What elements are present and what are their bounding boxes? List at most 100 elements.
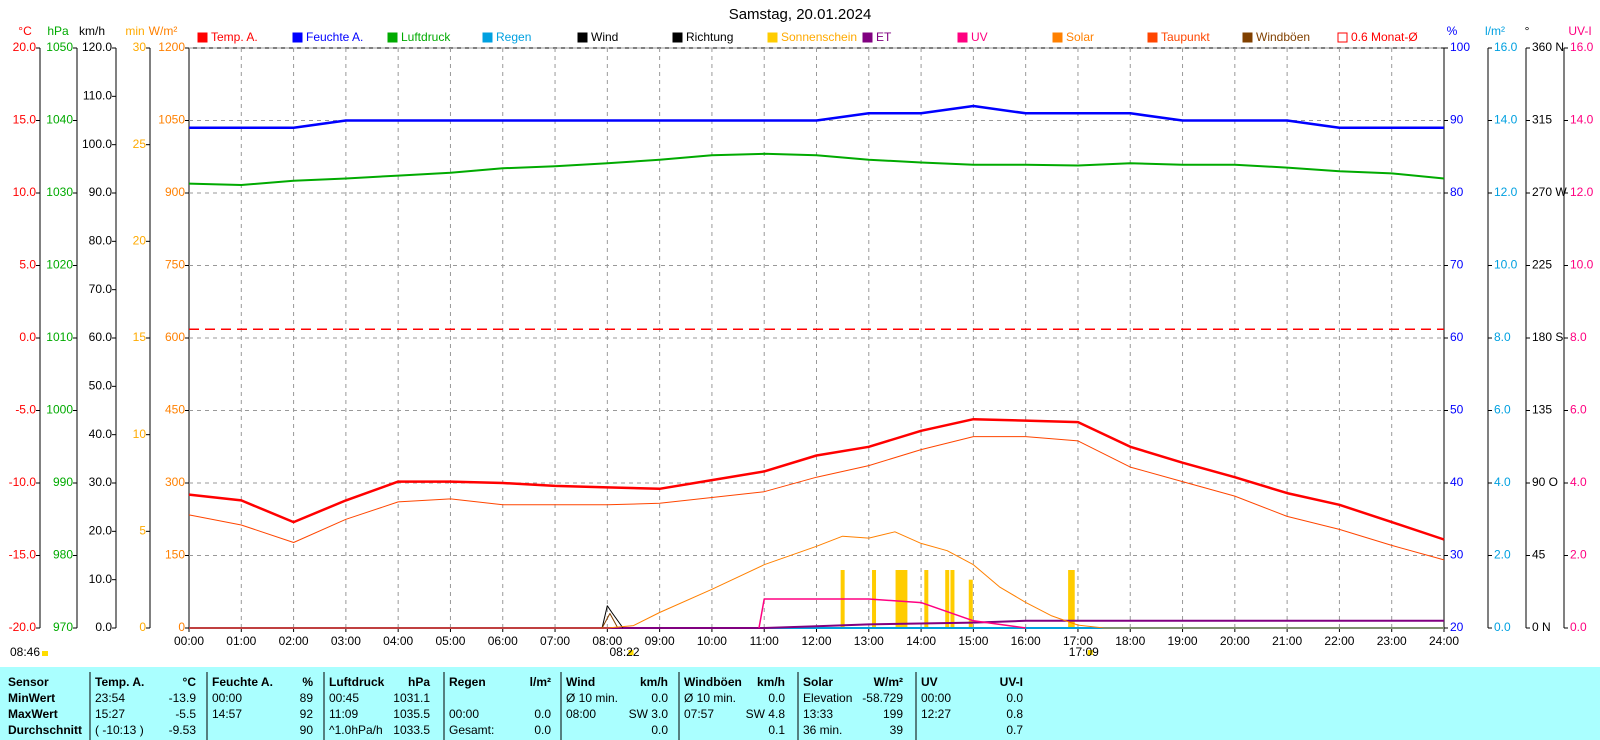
y-tick-label: 10 <box>133 427 147 441</box>
y-tick-label: 10.0 <box>13 185 37 199</box>
y-tick-label: 1040 <box>46 113 73 127</box>
y-tick-label: -20.0 <box>9 620 37 634</box>
table-cell: Sensor <box>8 675 49 689</box>
axis-unit: min <box>125 24 144 38</box>
legend-marker <box>1052 32 1063 43</box>
table-cell: 0.7 <box>1006 723 1023 737</box>
axis-unit: ° <box>1525 24 1530 38</box>
y-tick-label: 1050 <box>158 113 185 127</box>
table-cell: 0.0 <box>651 691 668 705</box>
y-tick-label: -5.0 <box>15 403 36 417</box>
table-cell: Regen <box>449 675 486 689</box>
y-tick-label: 15 <box>133 330 147 344</box>
x-tick-label: 05:00 <box>435 634 465 648</box>
y-tick-label: 50.0 <box>89 379 113 393</box>
table-cell: 1035.5 <box>393 707 430 721</box>
table-cell: ( -10:13 ) <box>95 723 144 737</box>
table-cell: 0.0 <box>534 707 551 721</box>
series-line <box>188 436 1445 561</box>
legend-label: Taupunkt <box>1161 30 1210 44</box>
y-tick-label: 1000 <box>46 403 73 417</box>
updated-time: 08:46 <box>10 645 40 659</box>
y-tick-label: 25 <box>133 137 147 151</box>
table-cell: 0.0 <box>768 691 785 705</box>
axis-unit: W/m² <box>149 24 178 38</box>
y-tick-label: 135 <box>1532 403 1552 417</box>
table-cell: °C <box>183 675 197 689</box>
y-tick-label: 0.0 <box>1570 620 1587 634</box>
table-cell: 14:57 <box>212 707 242 721</box>
table-cell: 90 <box>300 723 314 737</box>
axis-unit: °C <box>18 24 32 38</box>
y-tick-label: 980 <box>53 548 73 562</box>
legend-marker <box>387 32 398 43</box>
axis-unit: UV-I <box>1568 24 1591 38</box>
y-tick-label: 0.0 <box>19 330 36 344</box>
y-tick-label: 0 <box>139 620 146 634</box>
bar <box>950 570 955 628</box>
y-tick-label: 100.0 <box>82 137 112 151</box>
legend-label: Richtung <box>686 30 733 44</box>
legend-marker <box>862 32 873 43</box>
y-tick-label: -10.0 <box>9 475 37 489</box>
table-cell: Windböen <box>684 675 742 689</box>
x-tick-label: 15:00 <box>958 634 988 648</box>
x-tick-label: 16:00 <box>1011 634 1041 648</box>
y-tick-label: 40.0 <box>89 427 113 441</box>
y-tick-label: 300 <box>165 475 185 489</box>
table-cell: 00:00 <box>449 707 479 721</box>
y-tick-label: 750 <box>165 258 185 272</box>
table-cell: -9.53 <box>169 723 197 737</box>
legend-label: UV <box>971 30 988 44</box>
legend-label: Wind <box>591 30 618 44</box>
table-cell: 36 min. <box>803 723 842 737</box>
y-tick-label: 20 <box>133 234 147 248</box>
table-cell: 199 <box>883 707 903 721</box>
y-tick-label: 150 <box>165 548 185 562</box>
y-tick-label: 90.0 <box>89 185 113 199</box>
y-tick-label: 100 <box>1450 40 1470 54</box>
y-tick-label: 120.0 <box>82 40 112 54</box>
table-cell: 0.8 <box>1006 707 1023 721</box>
legend-marker <box>1337 32 1348 43</box>
series-line <box>189 531 1444 629</box>
bar <box>945 570 950 628</box>
y-tick-label: 1200 <box>158 40 185 54</box>
series-line <box>189 619 1444 629</box>
bar <box>1068 570 1073 628</box>
table-cell: l/m² <box>530 675 551 689</box>
legend-marker <box>482 32 493 43</box>
x-tick-label: 17:00 <box>1063 634 1093 648</box>
legend-marker <box>767 32 778 43</box>
bar <box>900 570 905 628</box>
table-cell: 11:09 <box>329 707 358 721</box>
legend-label: Temp. A. <box>211 30 258 44</box>
x-tick-label: 22:00 <box>1324 634 1354 648</box>
y-tick-label: 180 S <box>1532 330 1563 344</box>
table-background <box>0 667 1600 740</box>
y-tick-label: 80 <box>1450 185 1464 199</box>
series-line <box>188 417 1445 541</box>
y-tick-label: 600 <box>165 330 185 344</box>
legend-marker <box>197 32 208 43</box>
table-cell: SW 4.8 <box>746 707 786 721</box>
y-tick-label: -15.0 <box>9 548 37 562</box>
y-tick-label: 14.0 <box>1494 113 1518 127</box>
x-tick-label: 00:00 <box>174 634 204 648</box>
y-tick-label: 450 <box>165 403 185 417</box>
x-tick-label: 07:00 <box>540 634 570 648</box>
table-cell: Feuchte A. <box>212 675 273 689</box>
chart-title: Samstag, 20.01.2024 <box>729 6 872 23</box>
x-tick-label: 13:00 <box>854 634 884 648</box>
table-cell: 0.0 <box>1006 691 1023 705</box>
y-tick-label: 80.0 <box>89 234 113 248</box>
table-cell: 0.1 <box>768 723 785 737</box>
y-tick-label: 10.0 <box>1570 258 1594 272</box>
y-tick-label: 14.0 <box>1570 113 1594 127</box>
y-tick-label: 225 <box>1532 258 1552 272</box>
y-tick-label: 110.0 <box>83 89 112 103</box>
table-cell: 89 <box>300 691 314 705</box>
series-line <box>601 605 624 629</box>
y-tick-label: 360 N <box>1532 40 1564 54</box>
